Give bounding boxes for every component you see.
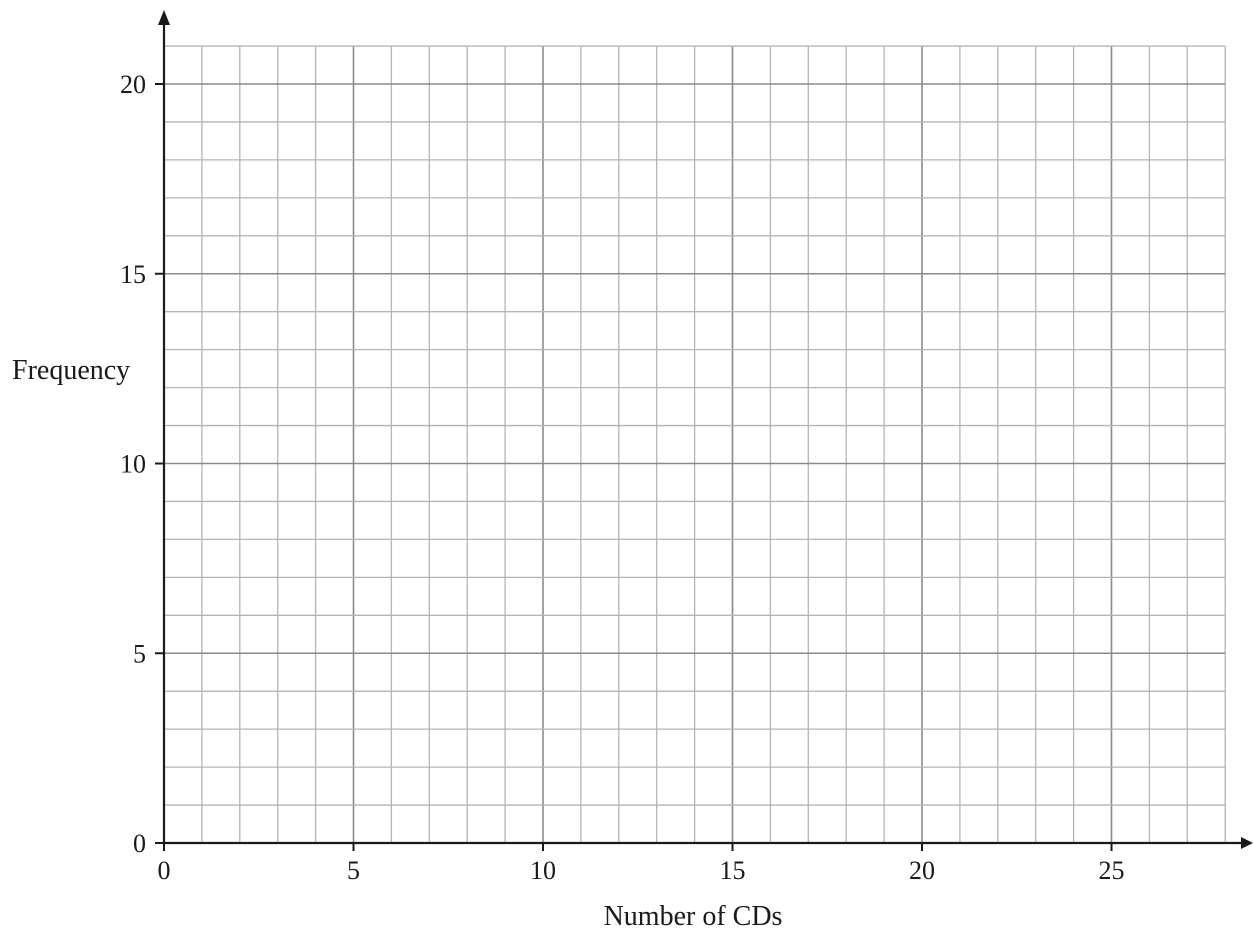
y-tick-label: 15 xyxy=(120,260,146,289)
y-tick-label: 0 xyxy=(133,829,146,858)
axes xyxy=(158,10,1253,849)
ticks: 0 5 10 15 20 25 0 5 10 15 20 xyxy=(120,70,1125,885)
y-axis-label: Frequency xyxy=(12,355,130,386)
x-axis-arrow xyxy=(1241,837,1253,849)
y-tick-label: 20 xyxy=(120,70,146,99)
x-tick-label: 10 xyxy=(530,856,556,885)
y-axis-arrow xyxy=(158,10,170,25)
grid xyxy=(164,45,1226,843)
x-tick-label: 20 xyxy=(909,856,935,885)
x-tick-label: 0 xyxy=(158,856,171,885)
y-tick-label: 10 xyxy=(120,450,146,479)
x-axis-label: Number of CDs xyxy=(604,901,783,932)
x-tick-label: 25 xyxy=(1099,856,1125,885)
y-tick-label: 5 xyxy=(133,639,146,668)
x-tick-label: 5 xyxy=(347,856,360,885)
x-tick-label: 15 xyxy=(720,856,746,885)
